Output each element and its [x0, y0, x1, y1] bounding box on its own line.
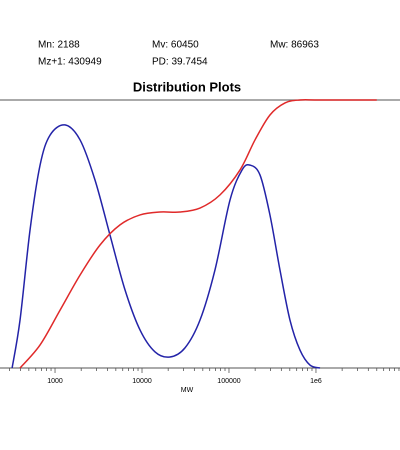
x-tick-label: 1000 [47, 378, 63, 385]
stat-pd: PD: 39.7454 [152, 57, 208, 68]
x-tick-label: 10000 [132, 378, 152, 385]
stat-mv: Mv: 60450 [152, 40, 199, 51]
stat-mz: Mz+1: 430949 [38, 57, 102, 68]
series-line [19, 99, 377, 369]
chart-title: Distribution Plots [133, 79, 241, 94]
stat-mn: Mn: 2188 [38, 40, 80, 51]
stat-mw: Mw: 86963 [270, 40, 319, 51]
x-axis-label: MW [181, 387, 194, 394]
x-tick-label: 100000 [217, 378, 240, 385]
series-line [11, 124, 321, 369]
x-tick-label: 1e6 [310, 378, 322, 385]
